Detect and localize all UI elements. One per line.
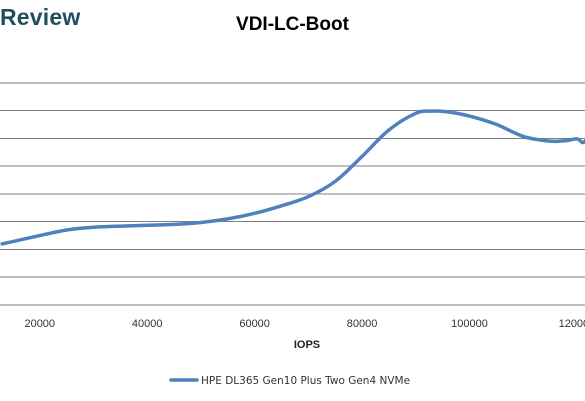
site-logo: Review <box>0 4 81 30</box>
x-axis-label: IOPS <box>294 339 320 351</box>
series-line <box>0 109 585 246</box>
x-axis: 20000 40000 60000 80000 100000 120000 <box>24 318 585 330</box>
x-tick-label: 20000 <box>24 318 55 330</box>
x-tick-label: 100000 <box>451 318 488 330</box>
gridlines <box>0 82 585 306</box>
x-tick-label: 80000 <box>347 318 378 330</box>
x-tick-label: 40000 <box>132 318 163 330</box>
chart-title: VDI-LC-Boot <box>236 14 349 35</box>
x-tick-label: 60000 <box>239 318 270 330</box>
legend-label: HPE DL365 Gen10 Plus Two Gen4 NVMe <box>201 375 410 387</box>
legend: HPE DL365 Gen10 Plus Two Gen4 NVMe <box>169 375 410 387</box>
series-layer <box>0 109 585 246</box>
x-tick-label: 120000 <box>559 318 585 330</box>
